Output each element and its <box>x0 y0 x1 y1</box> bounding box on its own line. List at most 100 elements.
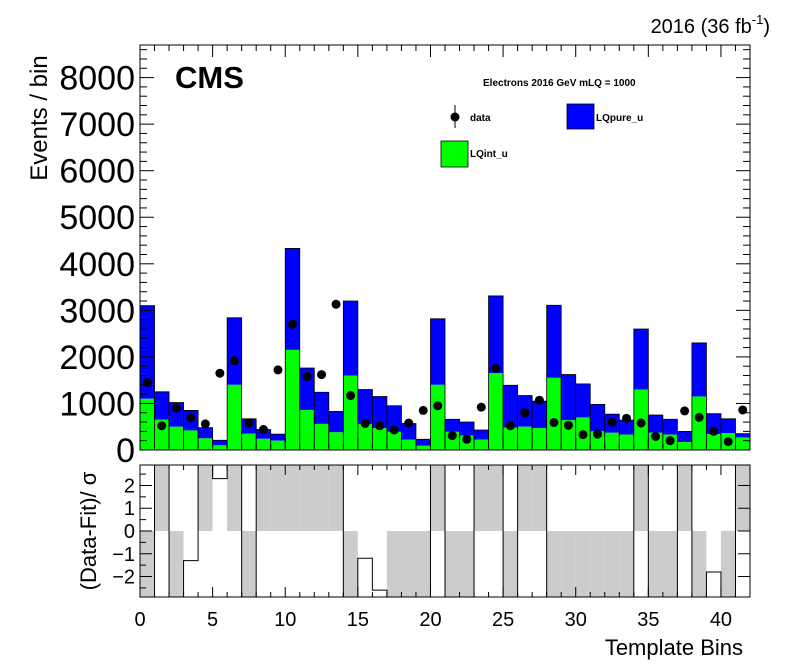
data-point <box>317 370 327 380</box>
pull-y-axis-title: (Data-Fit)/ σ <box>76 471 101 590</box>
pull-y-tick-label: 0 <box>124 521 135 543</box>
legend-lqint-swatch <box>440 140 469 168</box>
data-point <box>680 406 690 416</box>
pull-bar <box>372 531 387 591</box>
main-y-tick-label: 7000 <box>59 106 135 144</box>
lqint-bar <box>619 434 634 450</box>
lqpure-bar <box>575 383 591 418</box>
data-point <box>593 429 602 439</box>
pull-bar <box>459 531 475 597</box>
lqpure-bar <box>532 401 547 429</box>
data-point <box>244 418 254 428</box>
pull-bar <box>169 531 184 597</box>
data-point <box>331 299 341 309</box>
stack-outline <box>284 248 301 450</box>
lqint-bar <box>328 432 344 450</box>
data-point <box>186 413 196 423</box>
selection-annotation: Electrons 2016 GeV mLQ = 1000 <box>483 78 636 89</box>
stack-outline <box>226 317 243 450</box>
lqpure-bar <box>198 427 213 439</box>
pull-bar <box>503 531 518 597</box>
lqpure-bar <box>314 392 329 424</box>
stack-outline <box>488 295 504 450</box>
lqint-bar <box>401 439 416 450</box>
lqint-bar <box>604 432 620 450</box>
data-point <box>258 425 268 435</box>
lqpure-bar <box>415 439 431 446</box>
pull-bar <box>735 465 750 531</box>
pull-x-tick-label: 40 <box>710 609 732 631</box>
pull-bar <box>546 531 562 597</box>
pull-bar <box>227 465 242 531</box>
lqint-bar <box>546 377 562 450</box>
data-point <box>651 432 661 441</box>
lqpure-bar <box>619 420 634 435</box>
data-point <box>375 421 385 431</box>
pull-y-tick-label: 2 <box>124 475 135 497</box>
pull-bar <box>285 465 300 531</box>
pull-y-tick-label: −1 <box>112 544 135 566</box>
data-point <box>549 418 559 428</box>
lqpure-bar <box>372 396 387 429</box>
pull-bar <box>648 531 663 597</box>
main-y-tick-label: 6000 <box>59 153 135 191</box>
lqpure-bar <box>401 423 416 440</box>
data-point <box>476 402 486 412</box>
pull-bar <box>532 465 547 531</box>
pull-bar <box>140 531 155 597</box>
lqint-bar <box>517 426 533 450</box>
lqint-bar <box>299 409 315 450</box>
main-y-tick-label: 4000 <box>59 246 135 284</box>
lqpure-bar <box>648 415 663 433</box>
data-point <box>665 436 675 446</box>
pull-bar <box>633 465 649 531</box>
main-y-tick-label: 2000 <box>59 339 135 377</box>
lqint-bar <box>285 349 300 450</box>
lqpure-bar <box>328 411 344 433</box>
pull-bar <box>720 531 736 597</box>
main-y-tick-label: 0 <box>116 432 135 470</box>
data-point <box>273 365 283 375</box>
lqpure-bar <box>256 429 271 439</box>
pull-bar <box>270 465 286 531</box>
pull-bar <box>604 531 620 597</box>
data-point <box>404 418 414 428</box>
legend-lqpure-label: LQpure_u <box>596 113 643 124</box>
lqint-bar <box>691 396 707 450</box>
lqpure-bar <box>386 405 402 432</box>
lqint-bar <box>372 428 387 450</box>
pull-bar <box>183 531 199 561</box>
data-point <box>171 403 181 413</box>
lqpure-bar <box>285 248 300 350</box>
lqpure-bar <box>488 295 504 374</box>
data-point <box>723 437 733 447</box>
data-point <box>563 420 573 430</box>
data-point <box>462 434 472 444</box>
lqint-bar <box>256 438 271 450</box>
pull-y-tick-label: −2 <box>112 567 135 589</box>
lqint-bar <box>343 375 358 450</box>
pull-x-axis: 0 5 10 15 20 25 30 35 40 <box>134 465 751 631</box>
lqint-bar <box>270 440 286 450</box>
lqpure-bar <box>343 301 358 376</box>
lqint-bar <box>415 445 431 450</box>
stack-outline <box>691 342 707 450</box>
legend: data LQpure_u LQint_u <box>440 103 643 168</box>
pull-x-axis-title: Template Bins <box>605 635 743 660</box>
lqpure-bar <box>677 431 692 443</box>
pull-bar <box>212 478 228 531</box>
data-point <box>418 405 428 415</box>
lqpure-bar <box>270 434 286 441</box>
pull-bar <box>314 465 329 531</box>
data-point <box>578 430 588 440</box>
data-point <box>534 395 544 405</box>
data-point <box>142 378 152 387</box>
data-point <box>709 426 719 436</box>
lqint-bar <box>503 427 518 450</box>
pull-x-tick-label: 20 <box>419 609 441 631</box>
pull-y-tick-label: 1 <box>124 498 135 520</box>
lqpure-bar <box>430 318 445 385</box>
main-histogram-panel: 0 1000 2000 3000 4000 5000 6000 7000 8000 Events… <box>26 44 751 470</box>
